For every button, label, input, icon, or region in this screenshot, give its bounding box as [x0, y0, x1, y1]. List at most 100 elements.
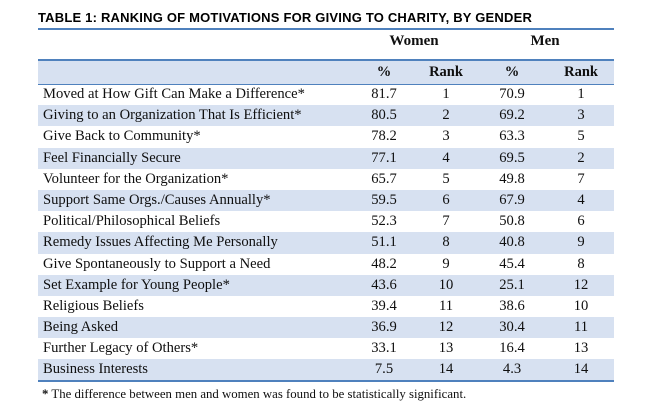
group-header-spacer — [38, 30, 352, 53]
men-percent-cell: 40.8 — [499, 234, 525, 251]
women-rank-cell: 10 — [438, 276, 454, 293]
column-header-men-percent: % — [476, 59, 549, 85]
women-rank-cell: 1 — [442, 86, 450, 103]
motivation-label: Give Spontaneously to Support a Need — [43, 255, 271, 272]
men-rank-cell: 9 — [577, 234, 585, 251]
women-percent-cell: 59.5 — [371, 192, 397, 209]
group-header-row: Women Men — [38, 30, 614, 53]
men-rank-cell: 4 — [577, 192, 585, 209]
women-rank-cell: 8 — [442, 234, 450, 251]
women-percent-cell: 52.3 — [371, 213, 397, 230]
women-rank-cell: 4 — [442, 149, 450, 166]
men-percent-cell: 45.4 — [499, 255, 525, 272]
table-row: Support Same Orgs./Causes Annually* 59.5 6… — [38, 189, 615, 212]
women-percent-cell: 51.1 — [371, 234, 397, 251]
women-percent-cell: 36.9 — [371, 319, 397, 336]
motivation-label: Religious Beliefs — [43, 297, 144, 314]
men-rank-cell: 12 — [573, 276, 589, 293]
table-row: Moved at How Gift Can Make a Difference*… — [38, 84, 614, 105]
women-percent-cell: 48.2 — [371, 255, 397, 272]
group-header-men: Men — [530, 33, 560, 49]
column-header-women-rank: Rank — [416, 59, 477, 85]
men-rank-cell: 2 — [577, 149, 585, 166]
table-row: Further Legacy of Others* 33.1 13 16.4 13 — [38, 338, 614, 359]
men-percent-cell: 16.4 — [499, 340, 525, 357]
table-row: Giving to an Organization That Is Effici… — [38, 105, 615, 127]
women-rank-cell: 3 — [442, 128, 450, 145]
men-rank-cell: 13 — [573, 340, 589, 357]
motivation-label: Set Example for Young People* — [43, 276, 230, 293]
women-percent-cell: 77.1 — [371, 149, 397, 166]
group-header-women: Women — [389, 33, 439, 49]
men-rank-cell: 14 — [573, 361, 589, 378]
motivation-label: Support Same Orgs./Causes Annually* — [43, 192, 271, 209]
men-rank-cell: 1 — [577, 86, 585, 103]
women-rank-cell: 14 — [438, 361, 454, 378]
men-percent-cell: 70.9 — [499, 86, 525, 103]
motivation-label: Volunteer for the Organization* — [43, 170, 229, 187]
table-row: Set Example for Young People* 43.6 10 25.1 1… — [38, 274, 615, 296]
women-rank-cell: 11 — [438, 297, 454, 314]
header-spacer-row — [38, 53, 614, 60]
motivation-label: Further Legacy of Others* — [43, 340, 199, 357]
men-percent-cell: 50.8 — [499, 213, 525, 230]
men-rank-cell: 11 — [573, 319, 589, 336]
men-rank-cell: 6 — [577, 213, 585, 230]
motivation-label: Business Interests — [43, 361, 148, 378]
women-percent-cell: 80.5 — [371, 107, 397, 124]
men-rank-cell: 10 — [573, 297, 589, 314]
motivation-label: Give Back to Community* — [43, 128, 201, 145]
motivation-label: Being Asked — [43, 319, 118, 336]
table-row: Business Interests 7.5 14 4.3 14 — [38, 359, 615, 381]
men-rank-cell: 7 — [577, 170, 585, 187]
column-header-empty — [38, 59, 352, 85]
motivation-label: Political/Philosophical Beliefs — [43, 213, 221, 230]
column-header-row: % Rank % Rank — [38, 59, 615, 85]
table-body: Moved at How Gift Can Make a Difference*… — [38, 84, 615, 381]
women-rank-cell: 6 — [442, 192, 450, 209]
table-row: Remedy Issues Affecting Me Personally 51.… — [38, 232, 615, 254]
men-percent-cell: 4.3 — [502, 361, 522, 378]
men-percent-cell: 38.6 — [499, 297, 525, 314]
motivations-table: Women Men % Rank % Rank Moved at How Gif… — [38, 30, 615, 382]
men-percent-cell: 63.3 — [499, 128, 525, 145]
footnote-marker: * — [42, 386, 49, 401]
men-rank-cell: 8 — [577, 255, 585, 272]
men-percent-cell: 69.2 — [499, 107, 525, 124]
women-percent-cell: 7.5 — [374, 361, 394, 378]
document-page: TABLE 1: RANKING OF MOTIVATIONS FOR GIVI… — [38, 10, 615, 402]
table-row: Religious Beliefs 39.4 11 38.6 10 — [38, 296, 614, 317]
footnote: * The difference between men and women w… — [38, 387, 614, 402]
women-percent-cell: 33.1 — [371, 340, 397, 357]
women-rank-cell: 9 — [442, 255, 450, 272]
women-percent-cell: 78.2 — [371, 128, 397, 145]
table-row: Feel Financially Secure 77.1 4 69.5 2 — [38, 147, 615, 169]
women-rank-cell: 2 — [442, 107, 450, 124]
table-row: Volunteer for the Organization* 65.7 5 49.8… — [38, 169, 614, 190]
women-percent-cell: 65.7 — [371, 170, 397, 187]
women-percent-cell: 43.6 — [371, 276, 397, 293]
table-title: TABLE 1: RANKING OF MOTIVATIONS FOR GIVI… — [38, 10, 614, 30]
column-header-women-percent: % — [352, 59, 416, 85]
motivation-label: Feel Financially Secure — [43, 149, 181, 166]
men-percent-cell: 25.1 — [499, 276, 525, 293]
women-rank-cell: 5 — [442, 170, 450, 187]
table-row: Give Back to Community* 78.2 3 63.3 5 — [38, 126, 614, 147]
men-percent-cell: 67.9 — [499, 192, 525, 209]
women-rank-cell: 12 — [438, 319, 454, 336]
women-percent-cell: 39.4 — [371, 297, 397, 314]
men-percent-cell: 49.8 — [499, 170, 525, 187]
men-percent-cell: 69.5 — [499, 149, 525, 166]
motivation-label: Remedy Issues Affecting Me Personally — [43, 234, 278, 251]
table-row: Give Spontaneously to Support a Need 48.2… — [38, 254, 614, 275]
women-percent-cell: 81.7 — [371, 86, 397, 103]
women-rank-cell: 13 — [438, 340, 454, 357]
women-rank-cell: 7 — [442, 213, 450, 230]
motivation-label: Moved at How Gift Can Make a Difference* — [43, 86, 305, 103]
table-row: Political/Philosophical Beliefs 52.3 7 50.8… — [38, 211, 614, 232]
motivation-label: Giving to an Organization That Is Effici… — [43, 107, 302, 124]
men-rank-cell: 3 — [577, 107, 585, 124]
men-rank-cell: 5 — [577, 128, 585, 145]
footnote-text: The difference between men and women was… — [51, 386, 467, 401]
table-row: Being Asked 36.9 12 30.4 11 — [38, 317, 615, 339]
